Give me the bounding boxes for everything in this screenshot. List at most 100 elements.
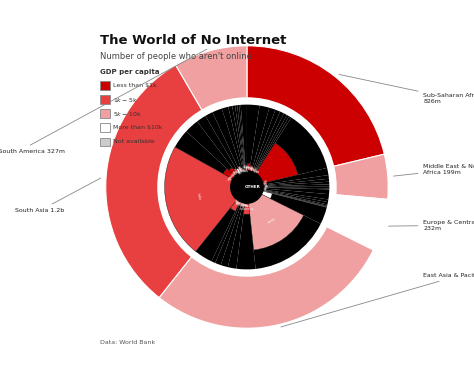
Wedge shape bbox=[264, 184, 329, 187]
Text: Less than $1k: Less than $1k bbox=[113, 83, 157, 88]
Text: Bangladesh: Bangladesh bbox=[225, 165, 241, 180]
Wedge shape bbox=[275, 117, 327, 175]
Wedge shape bbox=[249, 165, 253, 171]
Wedge shape bbox=[215, 205, 241, 265]
Wedge shape bbox=[263, 191, 327, 208]
Bar bbox=[100, 138, 110, 146]
Wedge shape bbox=[197, 116, 236, 169]
Wedge shape bbox=[264, 191, 328, 206]
Text: $5k - $10k: $5k - $10k bbox=[113, 110, 142, 118]
Wedge shape bbox=[223, 169, 235, 179]
Text: OTHER: OTHER bbox=[245, 185, 261, 189]
Wedge shape bbox=[175, 131, 227, 174]
Wedge shape bbox=[247, 163, 251, 171]
Wedge shape bbox=[263, 191, 327, 206]
Wedge shape bbox=[247, 46, 384, 166]
Wedge shape bbox=[240, 202, 243, 207]
Text: South Asia 1.2b: South Asia 1.2b bbox=[15, 178, 100, 213]
Text: Data: World Bank: Data: World Bank bbox=[100, 340, 155, 345]
Wedge shape bbox=[252, 108, 275, 168]
Wedge shape bbox=[255, 115, 289, 172]
Wedge shape bbox=[243, 169, 244, 171]
Wedge shape bbox=[239, 202, 242, 206]
Wedge shape bbox=[237, 105, 246, 170]
Wedge shape bbox=[263, 188, 266, 190]
Wedge shape bbox=[264, 190, 328, 205]
Wedge shape bbox=[157, 97, 337, 277]
Wedge shape bbox=[245, 170, 246, 171]
Wedge shape bbox=[265, 175, 329, 185]
Text: Tanzania: Tanzania bbox=[246, 166, 259, 174]
Wedge shape bbox=[255, 113, 287, 171]
Text: East Asia & Pacific 1.1b: East Asia & Pacific 1.1b bbox=[281, 273, 474, 327]
Wedge shape bbox=[255, 111, 284, 171]
Text: More than $10k: More than $10k bbox=[113, 125, 163, 131]
Wedge shape bbox=[263, 190, 264, 191]
Wedge shape bbox=[326, 195, 388, 250]
Text: Brazil: Brazil bbox=[236, 166, 245, 173]
Wedge shape bbox=[253, 169, 255, 172]
Wedge shape bbox=[237, 168, 240, 173]
Wedge shape bbox=[234, 168, 239, 174]
Wedge shape bbox=[263, 186, 264, 187]
Wedge shape bbox=[228, 106, 244, 169]
Wedge shape bbox=[263, 182, 267, 185]
Wedge shape bbox=[264, 187, 329, 188]
Wedge shape bbox=[263, 190, 264, 191]
Wedge shape bbox=[239, 105, 246, 170]
Text: Europe & Central Asia
232m: Europe & Central Asia 232m bbox=[389, 220, 474, 231]
Wedge shape bbox=[255, 172, 256, 174]
Wedge shape bbox=[164, 147, 237, 251]
Wedge shape bbox=[239, 202, 241, 204]
Circle shape bbox=[231, 171, 263, 203]
Wedge shape bbox=[264, 179, 329, 186]
Wedge shape bbox=[263, 187, 266, 188]
Wedge shape bbox=[205, 112, 238, 169]
Wedge shape bbox=[254, 170, 255, 172]
Wedge shape bbox=[222, 107, 242, 168]
Wedge shape bbox=[254, 171, 256, 173]
Wedge shape bbox=[211, 204, 240, 263]
Wedge shape bbox=[230, 200, 240, 211]
Wedge shape bbox=[232, 105, 245, 169]
Text: India: India bbox=[196, 193, 201, 200]
Text: Kenya: Kenya bbox=[248, 167, 258, 174]
Wedge shape bbox=[238, 166, 242, 172]
Wedge shape bbox=[241, 168, 243, 172]
Wedge shape bbox=[264, 182, 329, 186]
Wedge shape bbox=[254, 215, 321, 269]
Wedge shape bbox=[221, 206, 242, 267]
Wedge shape bbox=[247, 105, 260, 164]
Wedge shape bbox=[186, 122, 232, 171]
Text: Number of people who aren't online: Number of people who aren't online bbox=[100, 52, 252, 61]
Wedge shape bbox=[250, 105, 269, 166]
Bar bbox=[100, 95, 110, 104]
Wedge shape bbox=[266, 187, 329, 194]
Wedge shape bbox=[264, 187, 329, 189]
Wedge shape bbox=[228, 208, 244, 269]
Wedge shape bbox=[256, 116, 291, 172]
Wedge shape bbox=[241, 105, 247, 167]
Wedge shape bbox=[270, 193, 327, 224]
Text: Middle East & North
Africa 199m: Middle East & North Africa 199m bbox=[393, 164, 474, 176]
Bar bbox=[100, 109, 110, 118]
Wedge shape bbox=[244, 169, 245, 171]
Bar bbox=[100, 123, 110, 132]
Wedge shape bbox=[255, 143, 298, 183]
Wedge shape bbox=[196, 208, 236, 261]
Wedge shape bbox=[106, 65, 202, 298]
Wedge shape bbox=[263, 191, 327, 207]
Text: Philippines: Philippines bbox=[235, 202, 252, 209]
Text: Sub-Saharan Africa
826m: Sub-Saharan Africa 826m bbox=[339, 74, 474, 104]
Wedge shape bbox=[263, 185, 265, 186]
Wedge shape bbox=[237, 214, 255, 269]
Text: Mexico: Mexico bbox=[237, 166, 248, 173]
Wedge shape bbox=[266, 188, 329, 199]
Text: Indonesia: Indonesia bbox=[239, 206, 254, 211]
Wedge shape bbox=[263, 186, 264, 187]
Text: Not available: Not available bbox=[113, 140, 155, 144]
Wedge shape bbox=[267, 168, 328, 184]
Wedge shape bbox=[262, 191, 272, 199]
Wedge shape bbox=[263, 184, 265, 186]
Wedge shape bbox=[264, 190, 328, 202]
